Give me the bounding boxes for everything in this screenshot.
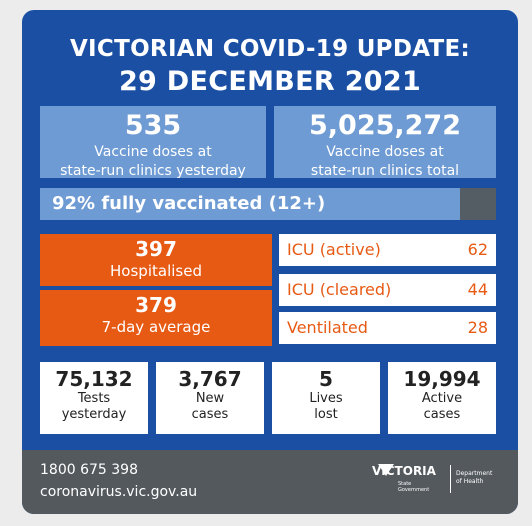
of-health-text: of Health bbox=[456, 478, 484, 485]
tests-number: 75,132 bbox=[55, 367, 133, 391]
new-cases-label-2: cases bbox=[191, 407, 229, 422]
active-cases-number: 19,994 bbox=[403, 367, 481, 391]
department-of-health: Department of Health bbox=[456, 470, 492, 486]
vaccine-total-number: 5,025,272 bbox=[308, 110, 462, 141]
footer: 1800 675 398 coronavirus.vic.gov.au VICT… bbox=[22, 450, 518, 514]
vaccine-total-label-1: Vaccine doses at bbox=[326, 144, 444, 160]
hospitalised-label: Hospitalised bbox=[110, 262, 202, 280]
website-link[interactable]: coronavirus.vic.gov.au bbox=[40, 484, 198, 500]
vaccine-total-box: 5,025,272 Vaccine doses at state-run cli… bbox=[274, 106, 496, 179]
icu-cleared-value: 44 bbox=[467, 280, 488, 299]
icu-active-label: ICU (active) bbox=[287, 240, 381, 259]
state-government-text: State Government bbox=[398, 481, 429, 493]
state-text: State bbox=[398, 481, 412, 487]
new-cases-label-1: New bbox=[195, 391, 225, 406]
hospitalised-number: 397 bbox=[135, 237, 177, 261]
active-cases-box: 19,994 Active cases bbox=[388, 362, 496, 434]
logo-divider bbox=[450, 465, 451, 493]
average-box: 379 7-day average bbox=[40, 290, 272, 346]
lives-lost-label-1: Lives bbox=[309, 391, 343, 406]
hospitalised-box: 397 Hospitalised bbox=[40, 234, 272, 286]
new-cases-number: 3,767 bbox=[178, 367, 242, 391]
tests-box: 75,132 Tests yesterday bbox=[40, 362, 148, 434]
fully-vaccinated-label: 92% fully vaccinated (12+) bbox=[52, 193, 326, 214]
fully-vaccinated-fill bbox=[40, 188, 460, 220]
unvaccinated-remainder bbox=[459, 188, 496, 220]
average-label: 7-day average bbox=[101, 318, 211, 336]
government-text: Government bbox=[398, 487, 430, 493]
fully-vaccinated-bar: 92% fully vaccinated (12+) bbox=[40, 188, 496, 220]
vaccine-yesterday-label-2: state-run clinics yesterday bbox=[60, 163, 246, 179]
victoria-logo-icon bbox=[378, 464, 394, 476]
new-cases-box: 3,767 New cases bbox=[156, 362, 264, 434]
active-cases-label-2: cases bbox=[423, 407, 461, 422]
vaccine-yesterday-box: 535 Vaccine doses at state-run clinics y… bbox=[40, 106, 266, 179]
vaccine-yesterday-label-1: Vaccine doses at bbox=[94, 144, 212, 160]
hotline-number: 1800 675 398 bbox=[40, 462, 138, 478]
tests-label-2: yesterday bbox=[61, 407, 127, 422]
department-text: Department bbox=[456, 470, 493, 477]
header-title: VICTORIAN COVID-19 UPDATE: bbox=[69, 36, 471, 62]
vaccine-yesterday-number: 535 bbox=[124, 110, 182, 141]
tests-label-1: Tests bbox=[77, 391, 111, 406]
icu-cleared-label: ICU (cleared) bbox=[287, 280, 392, 299]
ventilated-value: 28 bbox=[467, 318, 488, 337]
icu-cleared-row: ICU (cleared) 44 bbox=[279, 274, 496, 306]
ventilated-label: Ventilated bbox=[287, 318, 368, 337]
header-date: 29 DECEMBER 2021 bbox=[118, 66, 422, 97]
lives-lost-label-2: lost bbox=[314, 407, 338, 422]
lives-lost-box: 5 Lives lost bbox=[272, 362, 380, 434]
active-cases-label-1: Active bbox=[421, 391, 463, 406]
lives-lost-number: 5 bbox=[319, 367, 333, 391]
ventilated-row: Ventilated 28 bbox=[279, 312, 496, 344]
icu-active-row: ICU (active) 62 bbox=[279, 234, 496, 266]
vaccine-total-label-2: state-run clinics total bbox=[310, 163, 460, 179]
average-number: 379 bbox=[135, 293, 177, 317]
covid-update-card: VICTORIAN COVID-19 UPDATE: 29 DECEMBER 2… bbox=[22, 10, 518, 514]
victoria-logo-text: VICTORIA bbox=[372, 464, 436, 478]
icu-active-value: 62 bbox=[467, 240, 488, 259]
